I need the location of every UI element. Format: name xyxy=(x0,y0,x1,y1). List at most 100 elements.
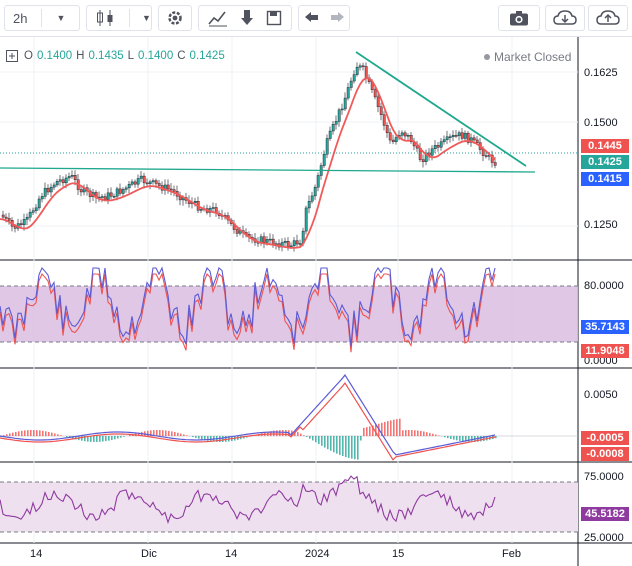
candle-body xyxy=(37,198,41,209)
macd-histogram-bar xyxy=(297,432,299,436)
snapshot-button[interactable] xyxy=(498,5,540,31)
candle-body xyxy=(394,137,398,142)
macd-histogram-bar xyxy=(339,436,341,455)
macd-histogram-bar xyxy=(12,432,14,436)
macd-histogram-bar xyxy=(93,436,95,442)
macd-histogram-bar xyxy=(207,436,209,441)
low-value: 0.1400 xyxy=(138,50,174,62)
macd-histogram-bar xyxy=(396,419,398,436)
candle-body xyxy=(484,155,488,157)
macd-histogram-bar xyxy=(105,436,107,442)
oscillator-pane xyxy=(0,475,578,533)
load-chart-button[interactable] xyxy=(545,5,585,31)
macd-histogram-bar xyxy=(24,430,26,436)
market-status-text: Market Closed xyxy=(494,50,572,64)
main-price-pane xyxy=(0,51,578,252)
redo-icon[interactable] xyxy=(329,11,345,25)
macd-histogram-bar xyxy=(411,430,413,436)
chevron-down-icon: ▼ xyxy=(142,13,151,23)
candle-body xyxy=(331,124,335,132)
macd-histogram-bar xyxy=(330,436,332,451)
candle-body xyxy=(1,214,5,218)
macd-histogram-bar xyxy=(66,436,68,437)
legend-collapse-icon[interactable] xyxy=(6,50,18,62)
save-chart-button[interactable] xyxy=(588,5,628,31)
macd-histogram-bar xyxy=(375,424,377,436)
macd-histogram-bar xyxy=(438,435,440,436)
macd-histogram-bar xyxy=(174,432,176,436)
candle-body xyxy=(403,132,407,137)
candle-body xyxy=(382,114,386,126)
macd-histogram-bar xyxy=(204,436,206,441)
macd-histogram-bar xyxy=(366,427,368,436)
candle-body xyxy=(136,178,140,185)
candle-body xyxy=(439,141,443,148)
time-tick: 15 xyxy=(392,548,405,560)
macd-histogram-bar xyxy=(123,436,125,437)
price-tick: 0.1625 xyxy=(584,67,618,79)
osc-band xyxy=(0,482,578,532)
price-chart[interactable] xyxy=(0,37,632,566)
candle-body xyxy=(340,108,344,111)
candle-body xyxy=(70,175,74,177)
candle-body xyxy=(304,207,308,232)
macd-histogram-bar xyxy=(117,436,119,439)
macd-histogram-bar xyxy=(147,430,149,436)
candle-body xyxy=(64,177,68,184)
candle-body xyxy=(322,154,326,166)
candle-body xyxy=(316,175,320,188)
candle-body xyxy=(400,132,404,136)
undo-icon[interactable] xyxy=(304,11,320,25)
interval-select[interactable]: 2h ▼ xyxy=(4,5,80,31)
candle-body xyxy=(493,162,497,166)
macd-histogram-bar xyxy=(279,430,281,436)
candle-body xyxy=(115,188,119,197)
settings-button[interactable] xyxy=(158,5,192,31)
macd-histogram-bar xyxy=(9,433,11,436)
save-icon[interactable] xyxy=(266,10,282,26)
price-tick: 0.1250 xyxy=(584,219,618,231)
download-arrow-icon[interactable] xyxy=(239,9,255,27)
candle-body xyxy=(19,223,23,225)
indicators-icon[interactable] xyxy=(208,9,228,27)
macd-histogram-bar xyxy=(21,430,23,436)
macd-histogram-bar xyxy=(459,436,461,441)
candle-body xyxy=(130,181,134,185)
macd-histogram-bar xyxy=(435,434,437,436)
time-tick: Feb xyxy=(502,548,521,560)
macd-histogram-bar xyxy=(150,430,152,436)
macd-histogram-bar xyxy=(159,430,161,436)
candle-body xyxy=(358,65,362,68)
macd-histogram-bar xyxy=(27,430,29,436)
macd-histogram-bar xyxy=(30,430,32,436)
high-value: 0.1435 xyxy=(88,50,124,62)
candle-body xyxy=(361,65,365,68)
rsi-pane xyxy=(0,266,578,353)
candle-body xyxy=(406,135,410,137)
candle-body xyxy=(379,106,383,115)
macd-histogram-bar xyxy=(444,436,446,438)
candle-body xyxy=(430,148,434,156)
time-tick: Dic xyxy=(141,548,157,560)
osc-tick: 25.0000 xyxy=(584,532,624,544)
macd-histogram-bar xyxy=(180,433,182,436)
macd-histogram-bar xyxy=(405,430,407,436)
rsi-value-badge: 35.7143 xyxy=(581,320,629,334)
chart-type-select[interactable]: ▼ xyxy=(86,5,152,31)
rsi-signal-badge: 11.9048 xyxy=(581,344,629,358)
macd-histogram-bar xyxy=(393,419,395,436)
candle-body xyxy=(409,135,413,142)
candle-body xyxy=(148,181,152,184)
macd-histogram-bar xyxy=(273,430,275,436)
top-toolbar: 2h ▼ ▼ xyxy=(0,0,632,37)
macd-histogram-bar xyxy=(453,436,455,440)
candle-body xyxy=(121,189,125,194)
macd-line xyxy=(0,373,496,456)
macd-histogram-bar xyxy=(120,436,122,438)
support-trendline xyxy=(0,167,536,173)
camera-icon xyxy=(510,11,528,26)
macd-histogram-bar xyxy=(306,436,308,437)
candle-body xyxy=(109,192,113,197)
macd-histogram-bar xyxy=(432,433,434,436)
macd-histogram-bar xyxy=(282,430,284,436)
